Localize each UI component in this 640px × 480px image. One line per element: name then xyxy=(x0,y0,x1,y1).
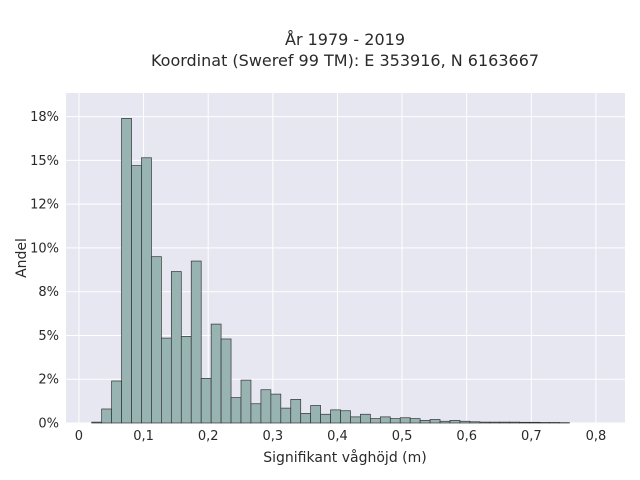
histogram-bar xyxy=(220,338,232,424)
histogram-bar xyxy=(539,422,550,424)
histogram-bar xyxy=(439,420,451,424)
histogram-bar xyxy=(509,421,521,424)
y-tick-label: 15% xyxy=(30,154,59,169)
x-tick-label: 0,1 xyxy=(133,429,154,444)
x-tick-label: 0,3 xyxy=(262,429,283,444)
histogram-bar xyxy=(101,408,112,424)
histogram-bar xyxy=(200,378,212,424)
y-tick-label: 12% xyxy=(30,198,59,213)
histogram-bar xyxy=(91,421,103,424)
histogram-bars xyxy=(91,118,570,424)
histogram-bar xyxy=(350,416,361,424)
histogram-bar xyxy=(409,418,421,424)
histogram-bar xyxy=(379,416,391,424)
histogram-bar xyxy=(151,256,162,424)
histogram-bar xyxy=(111,380,122,424)
x-axis-label: Signifikant våghöjd (m) xyxy=(263,449,426,466)
histogram-bar xyxy=(250,403,262,424)
y-tick-label: 2% xyxy=(38,373,59,388)
x-tick-label: 0,4 xyxy=(327,429,348,444)
x-tick-labels: 0 0,1 0,2 0,3 0,4 0,5 0,6 0,7 0,8 xyxy=(75,429,606,444)
x-tick-label: 0,2 xyxy=(198,429,219,444)
histogram-bar xyxy=(529,421,540,424)
y-tick-label: 0% xyxy=(38,417,59,432)
histogram-bar xyxy=(320,413,331,424)
histogram-bar xyxy=(399,417,411,424)
x-tick-label: 0,8 xyxy=(586,429,607,444)
histogram-bar xyxy=(190,260,202,424)
x-tick-label: 0,5 xyxy=(392,429,413,444)
histogram-bar xyxy=(330,409,341,424)
histogram-bar xyxy=(210,323,222,424)
histogram-bar xyxy=(429,419,441,424)
y-tick-label: 8% xyxy=(38,285,59,300)
histogram-bar xyxy=(230,397,242,424)
histogram-bar xyxy=(121,118,132,424)
histogram-bar xyxy=(161,337,172,424)
histogram-bar xyxy=(549,422,560,424)
y-tick-labels: 0% 2% 5% 8% 10% 12% 15% 18% xyxy=(30,110,59,431)
histogram-bar xyxy=(370,418,381,424)
histogram-bar xyxy=(310,405,321,424)
x-tick-label: 0,6 xyxy=(456,429,477,444)
histogram-bar xyxy=(280,407,292,424)
histogram-bar xyxy=(469,421,481,424)
y-tick-label: 10% xyxy=(30,241,59,256)
histogram-bar xyxy=(300,413,312,424)
histogram-bar xyxy=(499,421,511,424)
y-axis-label: Andel xyxy=(14,238,30,278)
chart-title-line-2: Koordinat (Sweref 99 TM): E 353916, N 61… xyxy=(151,51,539,70)
histogram-bar xyxy=(131,165,142,424)
histogram-bar xyxy=(340,410,351,424)
histogram-bar xyxy=(519,421,530,424)
histogram-bar xyxy=(170,271,182,424)
histogram-bar xyxy=(419,420,431,424)
x-tick-label: 0,7 xyxy=(521,429,542,444)
y-tick-label: 18% xyxy=(30,110,59,125)
histogram-bar xyxy=(459,420,471,424)
histogram-bar xyxy=(141,157,152,424)
histogram-bar xyxy=(449,420,461,424)
histogram-bar xyxy=(290,399,302,424)
x-tick-label: 0 xyxy=(75,429,83,444)
histogram-bar xyxy=(489,421,501,424)
y-tick-label: 5% xyxy=(38,329,59,344)
histogram-bar xyxy=(180,335,192,424)
histogram-bar xyxy=(240,379,252,424)
histogram-bar xyxy=(360,413,371,424)
histogram-bar xyxy=(270,393,282,424)
histogram-bar xyxy=(479,421,491,424)
chart-title-line-1: År 1979 - 2019 xyxy=(285,30,405,49)
histogram-bar xyxy=(389,418,401,424)
histogram-bar xyxy=(260,389,272,424)
